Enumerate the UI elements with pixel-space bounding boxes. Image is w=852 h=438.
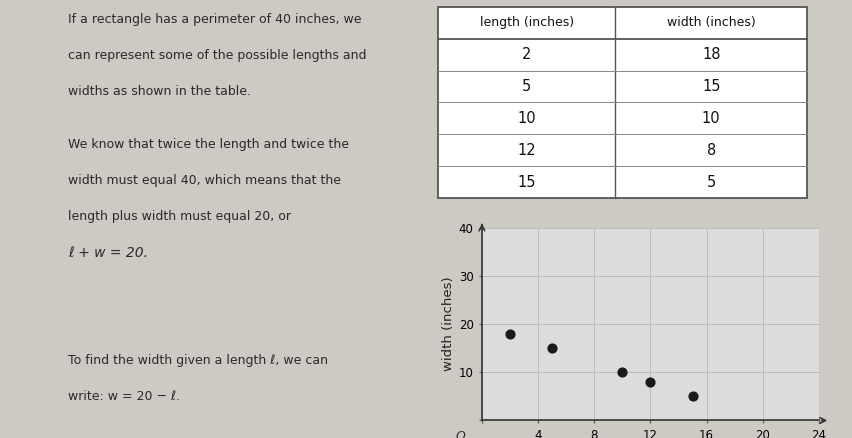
Text: widths as shown in the table.: widths as shown in the table.	[68, 85, 251, 98]
Text: 10: 10	[701, 111, 720, 126]
Y-axis label: width (inches): width (inches)	[441, 277, 454, 371]
Text: 18: 18	[701, 47, 720, 62]
Text: 15: 15	[517, 175, 535, 190]
Point	[642, 378, 656, 385]
Text: To find the width given a length ℓ, we can: To find the width given a length ℓ, we c…	[68, 354, 328, 367]
Text: write: w = 20 − ℓ.: write: w = 20 − ℓ.	[68, 390, 180, 403]
Text: If a rectangle has a perimeter of 40 inches, we: If a rectangle has a perimeter of 40 inc…	[68, 13, 361, 26]
Text: width must equal 40, which means that the: width must equal 40, which means that th…	[68, 174, 341, 187]
Text: 5: 5	[521, 79, 531, 94]
Point	[685, 393, 699, 400]
Point	[544, 345, 558, 352]
Text: 8: 8	[705, 143, 715, 158]
Bar	[438, 7, 806, 198]
Text: 12: 12	[517, 143, 535, 158]
Text: 2: 2	[521, 47, 531, 62]
Text: O: O	[455, 430, 464, 438]
Text: width (inches): width (inches)	[666, 16, 755, 29]
Text: can represent some of the possible lengths and: can represent some of the possible lengt…	[68, 49, 366, 62]
Text: We know that twice the length and twice the: We know that twice the length and twice …	[68, 138, 348, 152]
Point	[615, 369, 629, 376]
Text: length plus width must equal 20, or: length plus width must equal 20, or	[68, 210, 291, 223]
Text: 10: 10	[517, 111, 535, 126]
Text: 5: 5	[705, 175, 715, 190]
Text: 15: 15	[701, 79, 720, 94]
Text: ℓ + w = 20.: ℓ + w = 20.	[68, 246, 148, 260]
Point	[503, 330, 516, 337]
Text: length (inches): length (inches)	[479, 16, 573, 29]
